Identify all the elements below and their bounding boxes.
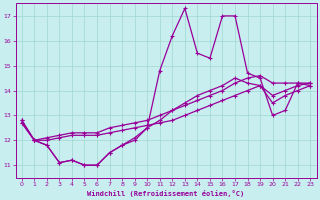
- X-axis label: Windchill (Refroidissement éolien,°C): Windchill (Refroidissement éolien,°C): [87, 190, 245, 197]
